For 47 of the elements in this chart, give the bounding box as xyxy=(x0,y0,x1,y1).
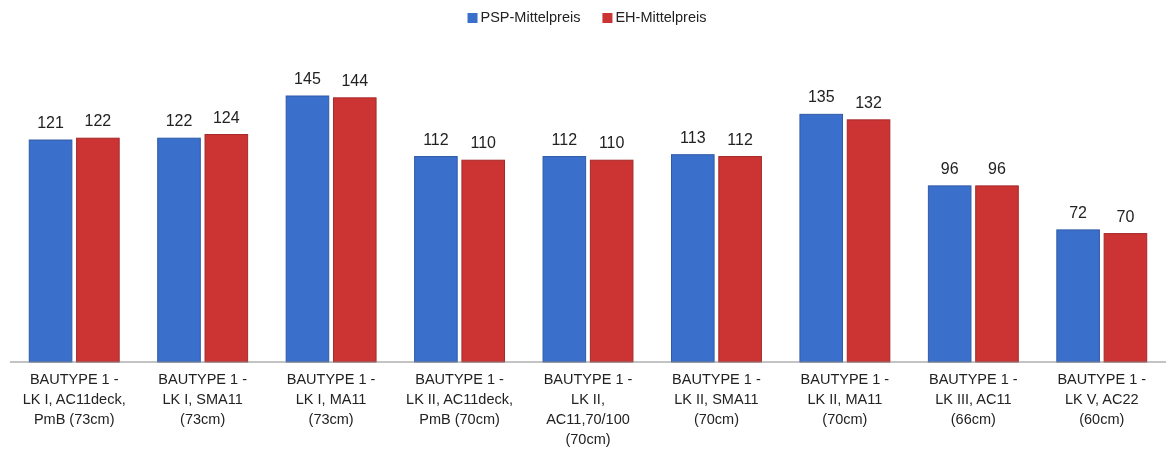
bar xyxy=(927,185,972,363)
bar xyxy=(542,156,587,363)
bar xyxy=(461,159,506,363)
bar xyxy=(414,156,458,363)
x-tick-label: BAUTYPE 1 - LK II, AC11deck, PmB (70cm) xyxy=(406,371,514,427)
data-label: 110 xyxy=(598,134,625,152)
bar xyxy=(157,137,201,363)
bar xyxy=(718,156,762,363)
data-label: 122 xyxy=(84,112,112,130)
bar xyxy=(846,119,891,363)
data-label: 144 xyxy=(341,71,369,89)
bar xyxy=(76,137,120,363)
data-label: 124 xyxy=(212,108,240,126)
x-tick-label: BAUTYPE 1 - LK V, AC22 (60cm) xyxy=(1057,371,1147,427)
data-label: 72 xyxy=(1069,203,1088,221)
bar xyxy=(589,159,634,363)
x-tick-label: BAUTYPE 1 - LK I, AC11deck, PmB (73cm) xyxy=(22,371,126,427)
data-label: 113 xyxy=(680,128,706,146)
bar xyxy=(1056,229,1100,363)
bar xyxy=(204,134,249,363)
x-tick-label: BAUTYPE 1 - LK I, SMA11 (73cm) xyxy=(158,371,248,427)
data-label: 135 xyxy=(807,88,835,106)
data-label: 96 xyxy=(940,159,959,177)
bar xyxy=(285,95,330,363)
bar xyxy=(670,154,715,363)
data-label: 145 xyxy=(294,70,321,87)
bar xyxy=(1103,233,1148,363)
data-label: 112 xyxy=(551,130,578,148)
data-label: 112 xyxy=(727,130,753,148)
x-tick-label: BAUTYPE 1 - LK III, AC11 (66cm) xyxy=(929,371,1018,427)
bar xyxy=(332,97,377,363)
data-label: 112 xyxy=(423,130,449,148)
bar xyxy=(975,185,1019,363)
legend-label: EH-Mittelpreis xyxy=(615,9,707,25)
bar xyxy=(799,113,844,363)
data-label: 122 xyxy=(165,112,193,130)
bar xyxy=(28,139,73,363)
data-label: 132 xyxy=(855,93,882,111)
data-label: 121 xyxy=(37,114,65,132)
data-label: 110 xyxy=(470,134,497,152)
x-tick-label: BAUTYPE 1 - LK I, MA11 (73cm) xyxy=(286,371,376,427)
x-tick-label: BAUTYPE 1 - LK II, SMA11 (70cm) xyxy=(672,371,761,427)
x-tick-label: BAUTYPE 1 - LK II, MA11 (70cm) xyxy=(800,371,890,427)
data-label: 70 xyxy=(1116,207,1135,225)
data-label: 96 xyxy=(988,159,1006,177)
x-tick-label: BAUTYPE 1 - LK II, AC11,70/100 (70cm) xyxy=(543,371,633,447)
legend-label: PSP-Mittelpreis xyxy=(480,9,581,25)
